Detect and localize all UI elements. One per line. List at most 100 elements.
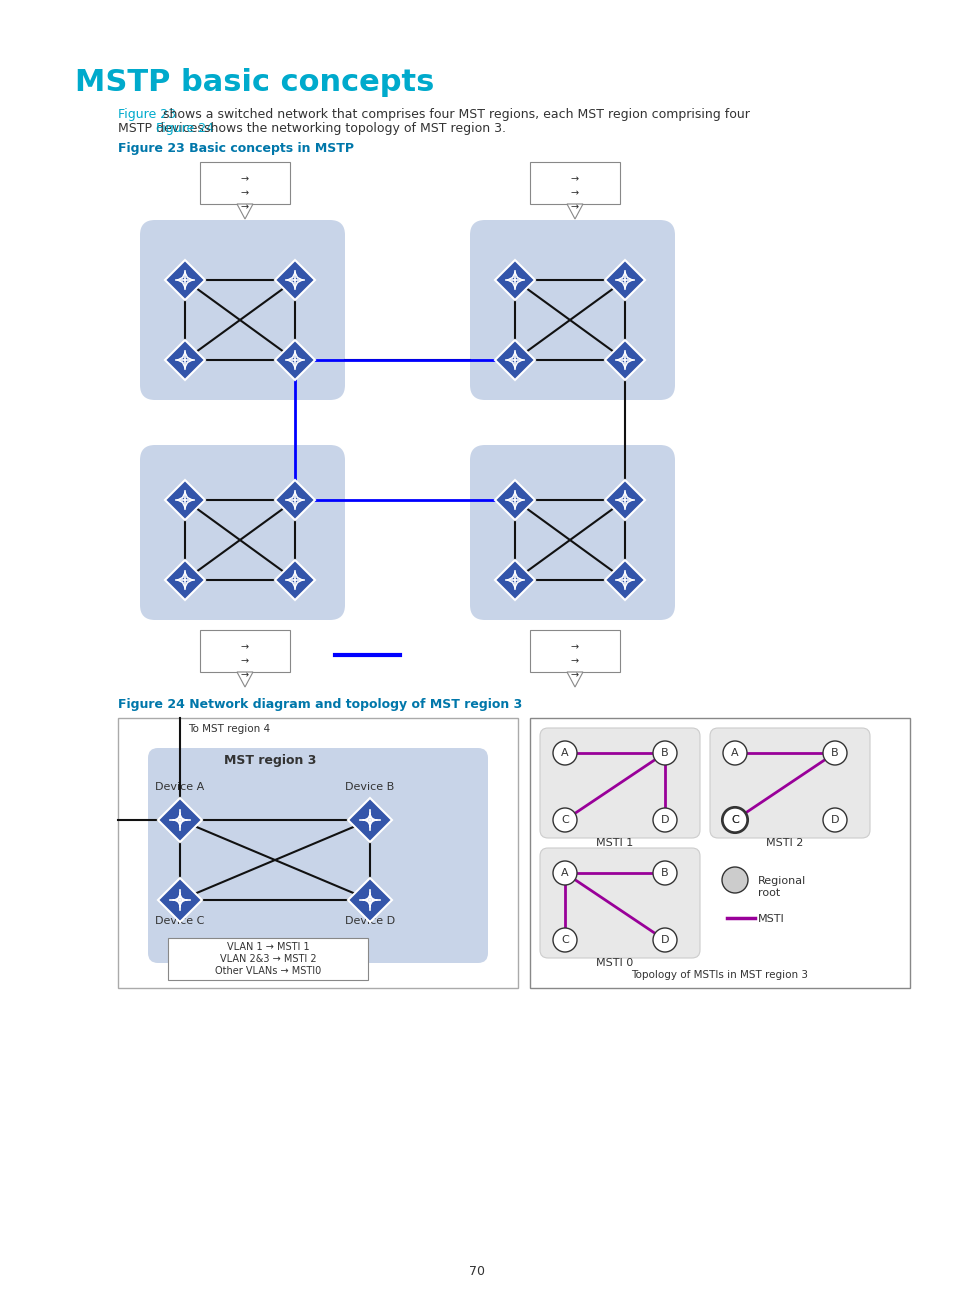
FancyBboxPatch shape [470,220,675,400]
Text: 70: 70 [469,1265,484,1278]
Text: MSTI 1: MSTI 1 [596,839,633,848]
FancyBboxPatch shape [530,630,619,673]
FancyBboxPatch shape [168,938,368,980]
Text: MSTI 0: MSTI 0 [596,958,633,968]
Circle shape [553,928,577,953]
Text: C: C [560,934,568,945]
Text: MSTP basic concepts: MSTP basic concepts [75,67,434,97]
Polygon shape [348,798,392,842]
Polygon shape [274,260,314,299]
Text: D: D [660,815,669,826]
Text: C: C [560,815,568,826]
Text: →: → [570,642,578,652]
Circle shape [722,807,746,832]
Text: →: → [241,174,249,184]
Text: →: → [570,202,578,213]
Circle shape [822,741,846,765]
Text: Device D: Device D [345,916,395,927]
Text: Figure 24: Figure 24 [152,122,213,135]
Circle shape [553,741,577,765]
Polygon shape [158,877,202,921]
Polygon shape [236,673,253,687]
Polygon shape [495,260,535,299]
Text: A: A [560,868,568,877]
Circle shape [553,861,577,885]
Circle shape [652,741,677,765]
Text: B: B [660,748,668,758]
Text: Device B: Device B [345,781,395,792]
Circle shape [553,807,577,832]
Text: D: D [660,934,669,945]
Polygon shape [165,560,205,600]
Polygon shape [274,560,314,600]
FancyBboxPatch shape [530,162,619,203]
Polygon shape [604,480,644,520]
Text: Figure 23 Basic concepts in MSTP: Figure 23 Basic concepts in MSTP [118,143,354,156]
Text: VLAN 1 → MSTI 1: VLAN 1 → MSTI 1 [227,942,309,953]
Polygon shape [604,260,644,299]
Polygon shape [165,480,205,520]
Bar [530,718,909,988]
Text: Device C: Device C [155,916,205,927]
Text: B: B [830,748,838,758]
Circle shape [721,807,747,833]
Polygon shape [495,480,535,520]
Text: Topology of MSTIs in MST region 3: Topology of MSTIs in MST region 3 [631,969,807,980]
Polygon shape [495,340,535,380]
Circle shape [652,928,677,953]
Circle shape [652,807,677,832]
Text: B: B [660,868,668,877]
Polygon shape [604,560,644,600]
Text: shows the networking topology of MST region 3.: shows the networking topology of MST reg… [200,122,505,135]
FancyBboxPatch shape [200,630,290,673]
FancyBboxPatch shape [140,220,345,400]
Circle shape [822,807,846,832]
Text: shows a switched network that comprises four MST regions, each MST region compri: shows a switched network that comprises … [163,108,749,121]
Text: Figure 23: Figure 23 [118,108,175,121]
FancyBboxPatch shape [200,162,290,203]
Text: →: → [241,642,249,652]
Text: Figure 24 Network diagram and topology of MST region 3: Figure 24 Network diagram and topology o… [118,699,521,712]
Text: →: → [241,670,249,680]
Polygon shape [274,340,314,380]
Bar [118,718,517,988]
Polygon shape [566,673,582,687]
FancyBboxPatch shape [140,445,345,619]
FancyBboxPatch shape [470,445,675,619]
Text: root: root [758,888,780,898]
Text: MSTP devices.: MSTP devices. [118,122,208,135]
Polygon shape [348,877,392,921]
Text: →: → [570,188,578,198]
FancyBboxPatch shape [539,728,700,839]
Text: A: A [730,748,738,758]
Text: Other VLANs → MSTI0: Other VLANs → MSTI0 [214,966,321,976]
Text: To MST region 4: To MST region 4 [188,724,270,734]
Text: →: → [570,174,578,184]
Text: MSTI 2: MSTI 2 [765,839,802,848]
Polygon shape [236,203,253,219]
Polygon shape [495,560,535,600]
Text: →: → [241,656,249,666]
Text: MSTI: MSTI [758,914,784,924]
Circle shape [721,867,747,893]
FancyBboxPatch shape [709,728,869,839]
Text: Device A: Device A [155,781,204,792]
Text: MST region 3: MST region 3 [224,754,315,767]
Text: →: → [241,188,249,198]
Text: →: → [570,670,578,680]
Text: Regional: Regional [758,876,805,886]
Text: C: C [730,815,739,826]
FancyBboxPatch shape [539,848,700,958]
Text: →: → [241,202,249,213]
Text: C: C [730,815,739,826]
Polygon shape [274,480,314,520]
Text: A: A [560,748,568,758]
Text: D: D [830,815,839,826]
Polygon shape [165,260,205,299]
FancyBboxPatch shape [148,748,488,963]
Circle shape [722,741,746,765]
Polygon shape [165,340,205,380]
Text: VLAN 2&3 → MSTI 2: VLAN 2&3 → MSTI 2 [219,954,316,964]
Circle shape [652,861,677,885]
Polygon shape [604,340,644,380]
